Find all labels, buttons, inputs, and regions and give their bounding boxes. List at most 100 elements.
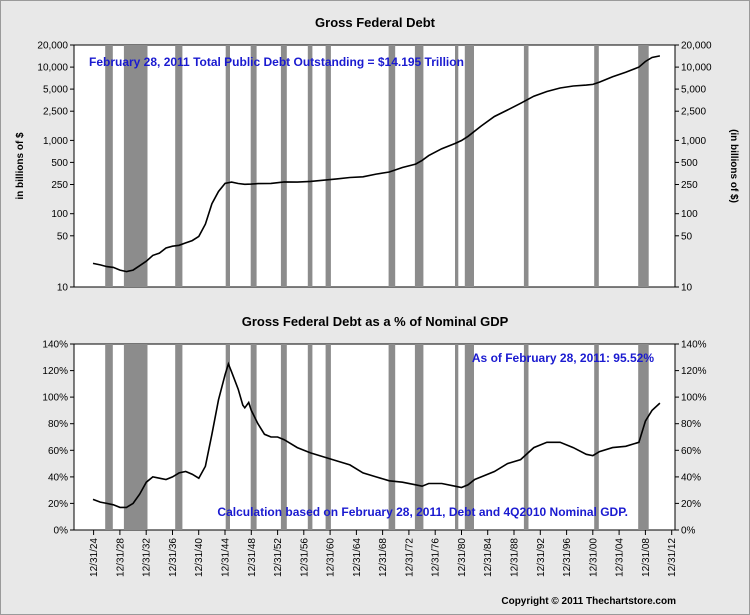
xtick-label: 12/31/96	[562, 538, 573, 577]
bottom-recession-band-14	[638, 344, 649, 530]
debt-series-line	[92, 55, 661, 273]
xtick-label: 12/31/44	[221, 538, 232, 577]
xtick-label: 12/31/52	[273, 538, 284, 577]
top-recession-band-1	[123, 45, 148, 287]
bottom-recession-band-11	[464, 344, 474, 530]
xtick-label: 12/31/88	[510, 538, 521, 577]
bot-ytick-left-label: 80%	[48, 419, 68, 430]
bottom-recession-band-1	[123, 344, 148, 530]
bottom-recession-band-7	[325, 344, 331, 530]
top-ytick-right-label: 10,000	[681, 63, 712, 74]
xtick-label: 12/31/40	[194, 538, 205, 577]
bottom-recession-band-0	[105, 344, 113, 530]
top-recession-band-4	[250, 45, 257, 287]
top-ytick-right-label: 250	[681, 180, 698, 191]
bottom-recession-band-12	[523, 344, 529, 530]
xtick-label: 12/31/84	[483, 538, 494, 577]
top-ytick-left-label: 10,000	[37, 63, 68, 74]
bot-ytick-right-label: 100%	[681, 393, 707, 404]
bottom-recession-band-6	[307, 344, 313, 530]
bot-ytick-left-label: 20%	[48, 499, 68, 510]
top-ytick-left-label: 1,000	[43, 136, 68, 147]
top-recession-band-11	[464, 45, 474, 287]
top-recession-band-9	[414, 45, 424, 287]
bottom-recession-band-4	[250, 344, 257, 530]
top-ytick-left-label: 2,500	[43, 107, 68, 118]
bottom-recession-band-10	[455, 344, 459, 530]
bottom-recession-band-3	[225, 344, 230, 530]
xtick-label: 12/31/04	[615, 538, 626, 577]
top-recession-band-6	[307, 45, 313, 287]
xtick-label: 12/31/00	[588, 538, 599, 577]
top-recession-band-2	[175, 45, 183, 287]
bot-ytick-right-label: 0%	[681, 526, 696, 537]
bottom-recession-band-2	[175, 344, 183, 530]
debt-gdp-series-line	[92, 361, 661, 509]
top-recession-band-13	[594, 45, 599, 287]
bot-ytick-left-label: 60%	[48, 446, 68, 457]
top-plot-area	[73, 44, 676, 288]
top-ytick-left-label: 100	[51, 209, 68, 220]
xtick-label: 12/31/64	[352, 538, 363, 577]
bot-ytick-left-label: 0%	[54, 526, 69, 537]
bottom-recession-band-8	[388, 344, 396, 530]
bottom-recession-band-5	[280, 344, 287, 530]
bottom-recession-band-9	[414, 344, 424, 530]
xtick-label: 12/31/72	[404, 538, 415, 577]
xtick-label: 12/31/12	[667, 538, 678, 577]
top-ytick-left-label: 10	[57, 283, 69, 294]
top-ylabel-right: (in billions of $)	[728, 129, 739, 203]
top-recession-band-0	[105, 45, 113, 287]
top-ytick-right-label: 20,000	[681, 41, 712, 52]
bot-ytick-right-label: 60%	[681, 446, 701, 457]
top-recession-band-10	[455, 45, 459, 287]
top-chart: Gross Federal Debt 10 50 100 250 500 1,000 2,5…	[15, 15, 739, 294]
top-ytick-right-label: 50	[681, 231, 693, 242]
bot-ytick-left-label: 120%	[42, 366, 68, 377]
xtick-label: 12/31/36	[168, 538, 179, 577]
xtick-label: 12/31/76	[431, 538, 442, 577]
xtick-label: 12/31/08	[641, 538, 652, 577]
bot-ytick-right-label: 140%	[681, 340, 707, 351]
copyright-text: Copyright © 2011 Thechartstore.com	[501, 596, 676, 607]
top-ytick-right-label: 10	[681, 283, 693, 294]
bottom-chart: Gross Federal Debt as a % of Nominal GDP…	[42, 314, 706, 537]
xtick-label: 12/31/56	[299, 538, 310, 577]
xtick-label: 12/31/32	[142, 538, 153, 577]
top-ytick-right-label: 500	[681, 158, 698, 169]
top-annotation: February 28, 2011 Total Public Debt Outs…	[89, 55, 464, 69]
bottom-annotation-bottom: Calculation based on February 28, 2011, …	[217, 505, 628, 519]
top-recession-band-8	[388, 45, 396, 287]
xtick-label: 12/31/48	[247, 538, 258, 577]
xtick-label: 12/31/92	[536, 538, 547, 577]
bottom-annotation-top: As of February 28, 2011: 95.52%	[472, 351, 654, 365]
xtick-label: 12/31/24	[89, 538, 100, 577]
top-recession-band-3	[225, 45, 230, 287]
xtick-label: 12/31/80	[457, 538, 468, 577]
bot-ytick-left-label: 100%	[42, 393, 68, 404]
bot-ytick-left-label: 40%	[48, 472, 68, 483]
top-ytick-right-label: 5,000	[681, 85, 706, 96]
top-ytick-right-label: 1,000	[681, 136, 706, 147]
top-ytick-left-label: 500	[51, 158, 68, 169]
top-ylabel-left: in billions of $	[15, 132, 26, 200]
top-ytick-left-label: 50	[57, 231, 69, 242]
top-recession-band-14	[638, 45, 649, 287]
top-ytick-left-label: 250	[51, 180, 68, 191]
bot-ytick-right-label: 20%	[681, 499, 701, 510]
top-chart-title: Gross Federal Debt	[315, 15, 436, 30]
bot-ytick-left-label: 140%	[42, 340, 68, 351]
top-ytick-left-label: 5,000	[43, 85, 68, 96]
top-recession-band-7	[325, 45, 331, 287]
xtick-label: 12/31/68	[378, 538, 389, 577]
top-ytick-right-label: 2,500	[681, 107, 706, 118]
xtick-label: 12/31/28	[115, 538, 126, 577]
bottom-chart-title: Gross Federal Debt as a % of Nominal GDP	[242, 314, 509, 329]
bottom-plot-area	[73, 343, 676, 531]
top-ytick-left-label: 20,000	[37, 41, 68, 52]
xtick-label: 12/31/60	[326, 538, 337, 577]
top-recession-band-12	[523, 45, 529, 287]
bot-ytick-right-label: 40%	[681, 472, 701, 483]
bot-ytick-right-label: 120%	[681, 366, 707, 377]
